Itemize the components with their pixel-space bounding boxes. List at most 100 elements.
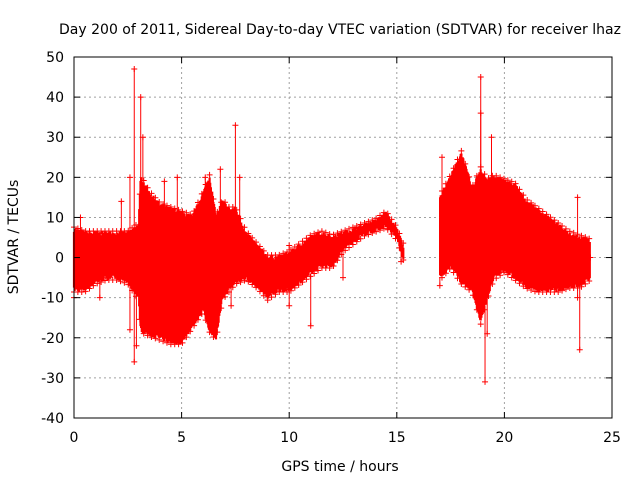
- data-point: [543, 211, 550, 218]
- data-point: [171, 205, 178, 212]
- data-point: [458, 147, 465, 154]
- outlier-point: [217, 166, 224, 173]
- data-point: [500, 269, 507, 276]
- y-tick-label: 10: [46, 210, 64, 226]
- outlier-point: [286, 302, 293, 309]
- data-point: [566, 228, 573, 235]
- data-point: [237, 215, 244, 222]
- outlier-point: [139, 134, 146, 141]
- data-point: [531, 202, 538, 209]
- outlier-point: [131, 66, 138, 73]
- data-point: [346, 244, 353, 251]
- data-point: [260, 292, 267, 299]
- data-point: [377, 212, 384, 219]
- y-tick-label: 0: [55, 251, 64, 267]
- data-point: [245, 230, 252, 237]
- data-point: [357, 221, 364, 228]
- data-point: [253, 239, 260, 246]
- data-point: [125, 281, 132, 288]
- data-point: [206, 329, 213, 336]
- data-point: [194, 199, 201, 206]
- data-point: [210, 195, 217, 202]
- data-point: [349, 224, 356, 231]
- y-tick-label: 20: [46, 170, 64, 186]
- data-point: [508, 274, 515, 281]
- data-point: [586, 235, 593, 242]
- data-point: [198, 190, 205, 197]
- data-point: [485, 175, 492, 182]
- data-point: [508, 178, 515, 185]
- data-point: [241, 277, 248, 284]
- outlier-point: [286, 242, 293, 249]
- data-point: [144, 332, 151, 339]
- data-point: [555, 289, 562, 296]
- outlier-point: [398, 258, 405, 265]
- data-point: [454, 156, 461, 163]
- data-point: [466, 173, 473, 180]
- data-point: [388, 216, 395, 223]
- x-axis-label: GPS time / hours: [281, 459, 398, 475]
- data-point: [586, 277, 593, 284]
- data-point: [497, 174, 504, 181]
- data-point: [334, 257, 341, 264]
- data-point: [377, 227, 384, 234]
- data-point: [187, 328, 194, 335]
- data-point: [326, 264, 333, 271]
- data-point: [559, 287, 566, 294]
- data-point: [562, 225, 569, 232]
- data-point: [82, 288, 89, 295]
- y-tick-label: -30: [41, 371, 64, 387]
- data-point: [582, 280, 589, 287]
- data-point: [303, 276, 310, 283]
- data-point: [295, 281, 302, 288]
- outlier-point: [161, 178, 168, 185]
- data-point: [90, 282, 97, 289]
- outlier-point: [174, 174, 181, 181]
- data-point: [458, 281, 465, 288]
- data-point: [400, 240, 407, 247]
- data-point: [214, 329, 221, 336]
- data-point: [318, 228, 325, 235]
- axis-ticks: [73, 56, 613, 419]
- data-point: [249, 234, 256, 241]
- data-point: [222, 199, 229, 206]
- y-tick-label: 40: [46, 90, 64, 106]
- x-tick-label: 10: [280, 430, 298, 446]
- outlier-point: [96, 294, 103, 301]
- data-point: [392, 235, 399, 242]
- data-point: [392, 222, 399, 229]
- outlier-point: [576, 346, 583, 353]
- data-point: [299, 238, 306, 245]
- data-point: [113, 277, 120, 284]
- data-point: [520, 283, 527, 290]
- data-point: [346, 225, 353, 232]
- data-point: [291, 284, 298, 291]
- data-point: [531, 288, 538, 295]
- data-point: [551, 217, 558, 224]
- data-point: [361, 220, 368, 227]
- data-point: [473, 306, 480, 313]
- data-point: [373, 215, 380, 222]
- data-point: [396, 244, 403, 251]
- data-point: [160, 338, 167, 345]
- data-point: [497, 272, 504, 279]
- data-point: [338, 228, 345, 235]
- data-point: [446, 265, 453, 272]
- data-point: [369, 230, 376, 237]
- data-point: [516, 280, 523, 287]
- data-point: [442, 180, 449, 187]
- data-point: [233, 280, 240, 287]
- data-point: [183, 209, 190, 216]
- data-point: [489, 281, 496, 288]
- data-point: [473, 172, 480, 179]
- data-point: [260, 247, 267, 254]
- data-point: [493, 275, 500, 282]
- outlier-point: [131, 358, 138, 365]
- data-point: [152, 194, 159, 201]
- data-point: [268, 294, 275, 301]
- y-tick-label: 50: [46, 50, 64, 66]
- data-point: [311, 230, 318, 237]
- data-point: [78, 289, 85, 296]
- plot-frame: [73, 56, 613, 419]
